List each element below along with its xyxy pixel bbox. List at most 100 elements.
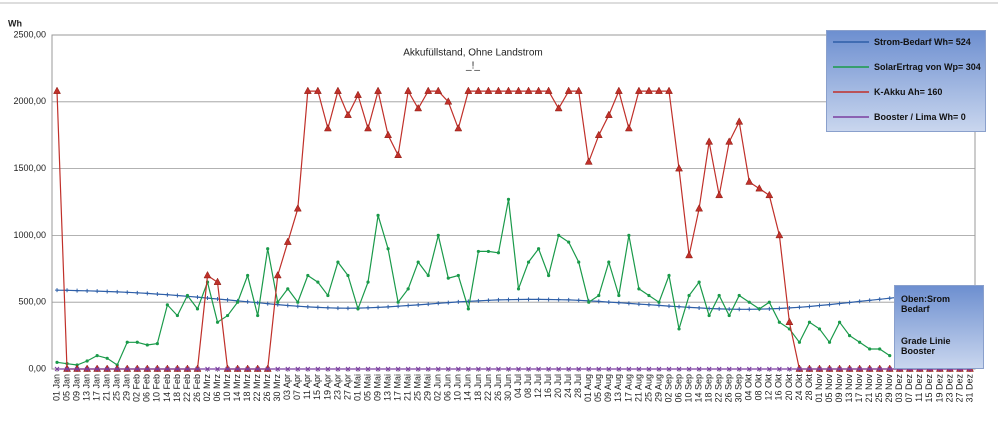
point: [716, 366, 722, 372]
point: [566, 297, 571, 302]
point: [747, 307, 752, 312]
point: [676, 366, 682, 372]
point: [426, 302, 431, 307]
point: [446, 276, 450, 280]
point: [153, 364, 162, 372]
point: [626, 301, 631, 306]
point: [424, 86, 433, 94]
y-tick-label: 1000,00: [13, 230, 46, 240]
series-line: [56, 89, 970, 370]
point: [837, 366, 842, 372]
point: [476, 366, 481, 372]
point: [286, 287, 290, 291]
point: [546, 366, 551, 372]
x-tick-label: 08 Jul: [523, 374, 533, 398]
point: [345, 366, 351, 372]
x-tick-label: 28 Jul: [573, 374, 583, 398]
point: [374, 86, 382, 94]
point: [173, 364, 182, 372]
point: [696, 366, 702, 372]
point: [835, 364, 844, 372]
point: [273, 270, 282, 279]
y-axis-label: Wh: [8, 18, 22, 28]
x-tick-label: 05 Mai: [362, 374, 372, 401]
legend-label: Strom-Bedarf Wh= 524: [874, 37, 971, 47]
x-tick-label: 31 Dez: [964, 374, 974, 403]
x-tick-label: 25 Jan: [112, 374, 122, 401]
point: [416, 302, 421, 307]
point: [265, 366, 271, 372]
point: [594, 130, 603, 138]
point: [185, 293, 190, 298]
point: [636, 366, 642, 372]
point: [685, 250, 693, 259]
x-tick-label: 17 Aug: [623, 374, 633, 402]
point: [868, 347, 872, 351]
point: [484, 86, 493, 94]
x-tick-label: 15 Apr: [312, 374, 322, 400]
point: [827, 340, 832, 344]
point: [335, 366, 341, 372]
x-tick-label: 01 Nov: [814, 374, 824, 403]
point: [205, 366, 210, 372]
x-tick-label: 10 Mrz: [222, 374, 232, 402]
point: [496, 297, 501, 302]
x-tick-label: 05 Aug: [593, 374, 603, 402]
point: [365, 366, 371, 372]
point: [456, 299, 461, 304]
x-tick-label: 18 Mrz: [242, 374, 252, 402]
point: [506, 366, 511, 372]
point: [606, 300, 611, 305]
point: [577, 260, 581, 264]
point: [647, 293, 651, 298]
series-line: [56, 289, 971, 310]
point: [436, 233, 440, 237]
point: [516, 287, 521, 291]
point: [175, 366, 180, 372]
point: [825, 364, 834, 372]
legend-label: K-Akku Ah= 160: [874, 87, 943, 97]
x-tick-label: 09 Jan: [71, 374, 81, 401]
point: [877, 297, 882, 302]
point: [534, 86, 543, 94]
point: [706, 366, 712, 372]
point: [735, 117, 744, 125]
point: [334, 86, 342, 94]
point: [155, 292, 160, 297]
point: [175, 293, 180, 298]
legend-entry: K-Akku Ah= 160: [831, 87, 942, 97]
point: [406, 303, 411, 308]
point: [717, 293, 721, 298]
point: [677, 304, 682, 309]
point: [205, 296, 210, 301]
point: [717, 306, 722, 311]
point: [75, 288, 80, 293]
point: [144, 366, 150, 372]
x-tick-label: 22 Mrz: [252, 374, 262, 402]
point: [225, 297, 230, 302]
point: [506, 297, 511, 302]
legend-swatch: [833, 116, 869, 118]
x-tick-label: 18 Sep: [704, 374, 714, 403]
x-tick-label: 13 Jan: [81, 374, 91, 401]
point: [266, 247, 270, 251]
point: [435, 366, 441, 372]
point: [775, 230, 784, 239]
point: [807, 304, 812, 309]
point: [64, 366, 70, 372]
x-tick-label: 25 Nov: [874, 374, 884, 403]
point: [526, 297, 531, 302]
point: [464, 86, 473, 94]
point: [646, 366, 652, 372]
point: [55, 288, 60, 293]
point: [807, 320, 812, 324]
point: [616, 366, 622, 372]
x-tick-label: 21 Nov: [864, 374, 874, 403]
point: [444, 97, 453, 105]
point: [524, 86, 533, 94]
point: [777, 366, 782, 372]
point: [827, 366, 832, 372]
point: [586, 366, 592, 372]
x-tick-label: 10 Jun: [453, 374, 463, 401]
